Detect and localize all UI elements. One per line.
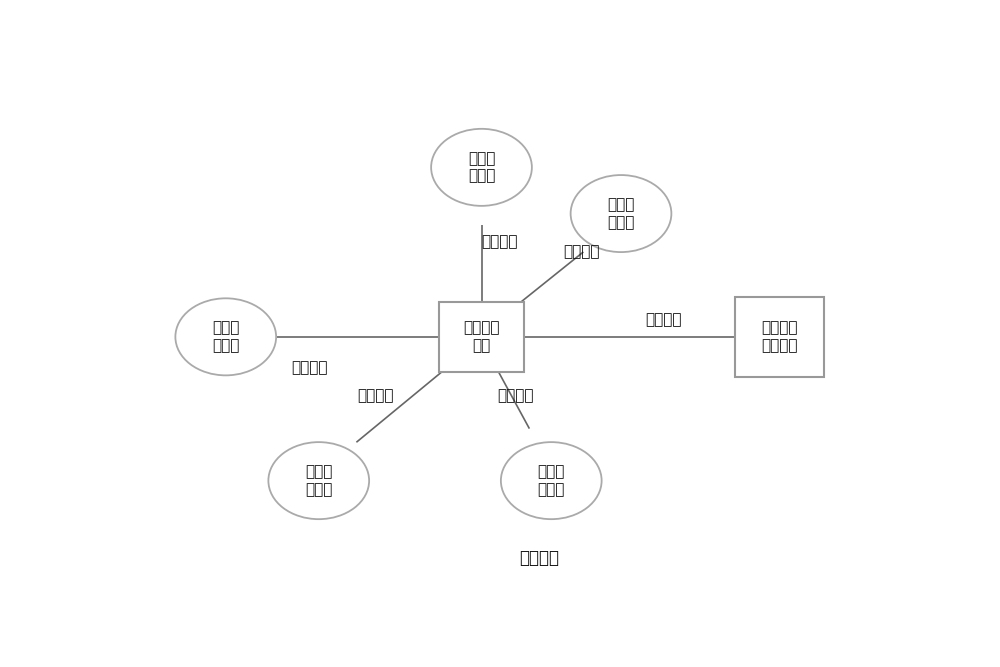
Text: 蓝牙信号: 蓝牙信号 — [497, 388, 534, 404]
Text: 蓝牙信号: 蓝牙信号 — [645, 313, 682, 327]
Text: 蓝牙信号: 蓝牙信号 — [292, 360, 328, 375]
Text: 体温监
测模块: 体温监 测模块 — [212, 321, 239, 353]
Text: 体温监
测模块: 体温监 测模块 — [538, 464, 565, 497]
Text: 蓝牙信号: 蓝牙信号 — [563, 245, 599, 259]
Ellipse shape — [571, 175, 671, 252]
Text: 体温监
测模块: 体温监 测模块 — [607, 197, 635, 229]
Text: 蓝牙信号: 蓝牙信号 — [482, 234, 518, 249]
Ellipse shape — [175, 298, 276, 376]
Text: 蓝牙信号: 蓝牙信号 — [358, 388, 394, 404]
Text: 体温监
测模块: 体温监 测模块 — [305, 464, 332, 497]
Text: 体温监
测模块: 体温监 测模块 — [468, 151, 495, 183]
Bar — [735, 297, 824, 377]
Ellipse shape — [431, 129, 532, 206]
Ellipse shape — [268, 442, 369, 519]
Text: 蓝牙信号: 蓝牙信号 — [520, 549, 560, 567]
Bar — [439, 302, 524, 372]
Text: 智能通讯
终端模块: 智能通讯 终端模块 — [762, 321, 798, 353]
Ellipse shape — [501, 442, 602, 519]
Text: 警示提醒
模块: 警示提醒 模块 — [463, 321, 500, 353]
